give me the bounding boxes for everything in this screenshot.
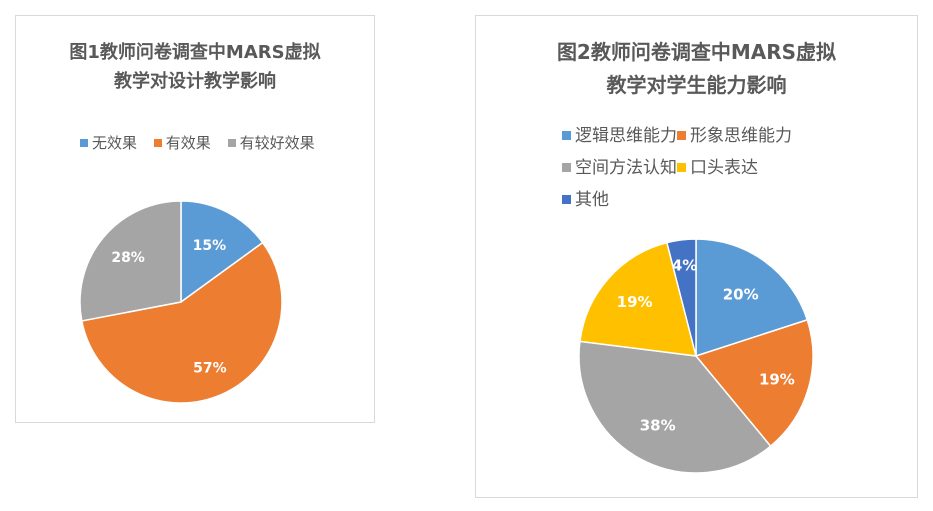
legend-swatch — [227, 139, 236, 147]
legend-label: 有效果 — [165, 134, 211, 152]
pie-data-label: 19% — [617, 293, 653, 311]
pie-slice — [79, 200, 182, 322]
pie-data-label: 4% — [672, 257, 697, 275]
pie-chart: 20% 19% 38% 19% 4% — [578, 238, 814, 474]
chart-legend: 无效果 有效果 有较好效果 — [80, 132, 327, 153]
pie-data-label: 19% — [759, 371, 795, 389]
legend-swatch — [677, 131, 686, 140]
pie-data-label: 38% — [640, 417, 676, 435]
legend-item: 其他 — [562, 184, 609, 216]
chart-title-line-1: 图1教师问卷调查中MARS虚拟 — [69, 42, 321, 63]
legend-label: 形象思维能力 — [690, 126, 792, 146]
pie-data-label: 28% — [111, 250, 145, 266]
pie-data-label: 20% — [723, 286, 759, 304]
chart-title: 图1教师问卷调查中MARS虚拟 教学对设计教学影响 — [16, 38, 374, 96]
legend-label: 无效果 — [92, 134, 138, 152]
chart-title-line-2: 教学对设计教学影响 — [114, 71, 276, 92]
pie-slice — [80, 241, 283, 404]
chart-title: 图2教师问卷调查中MARS虚拟 教学对学生能力影响 — [476, 36, 917, 102]
legend-swatch — [80, 139, 88, 147]
pie-slice — [694, 318, 814, 448]
chart-title-line-2: 教学对学生能力影响 — [606, 73, 787, 97]
pie-slice — [579, 241, 698, 357]
legend-label: 空间方法认知 — [575, 158, 677, 178]
legend-label: 逻辑思维能力 — [575, 126, 677, 146]
legend-item: 无效果 — [80, 132, 137, 153]
legend-item: 有效果 — [153, 132, 211, 153]
legend-swatch — [677, 163, 686, 172]
legend-item: 口头表达 — [677, 152, 758, 184]
legend-item: 逻辑思维能力 — [562, 120, 677, 152]
pie-slice — [578, 340, 772, 474]
pie-slice — [180, 200, 264, 304]
pie-data-label: 57% — [193, 361, 227, 377]
legend-label: 其他 — [575, 190, 609, 210]
legend-label: 有较好效果 — [239, 134, 315, 152]
legend-swatch — [153, 139, 162, 147]
chart-legend: 逻辑思维能力 形象思维能力 空间方法认知 口头表达 其他 — [562, 120, 882, 216]
legend-item: 有较好效果 — [227, 132, 315, 153]
chart-title-line-1: 图2教师问卷调查中MARS虚拟 — [556, 40, 837, 64]
pie-slice — [665, 238, 697, 357]
legend-swatch — [562, 131, 571, 140]
legend-item: 形象思维能力 — [677, 120, 792, 152]
pie-chart: 15% 57% 28% — [79, 200, 283, 404]
pie-slice — [695, 238, 809, 358]
legend-label: 口头表达 — [690, 158, 758, 178]
legend-swatch — [562, 163, 571, 172]
legend-item: 空间方法认知 — [562, 152, 677, 184]
pie-data-label: 15% — [193, 238, 227, 254]
chart-panel-1: 图1教师问卷调查中MARS虚拟 教学对设计教学影响 无效果 有效果 有较好效果 … — [15, 15, 375, 423]
legend-swatch — [562, 195, 571, 204]
chart-panel-2: 图2教师问卷调查中MARS虚拟 教学对学生能力影响 逻辑思维能力 形象思维能力 空… — [475, 15, 918, 498]
